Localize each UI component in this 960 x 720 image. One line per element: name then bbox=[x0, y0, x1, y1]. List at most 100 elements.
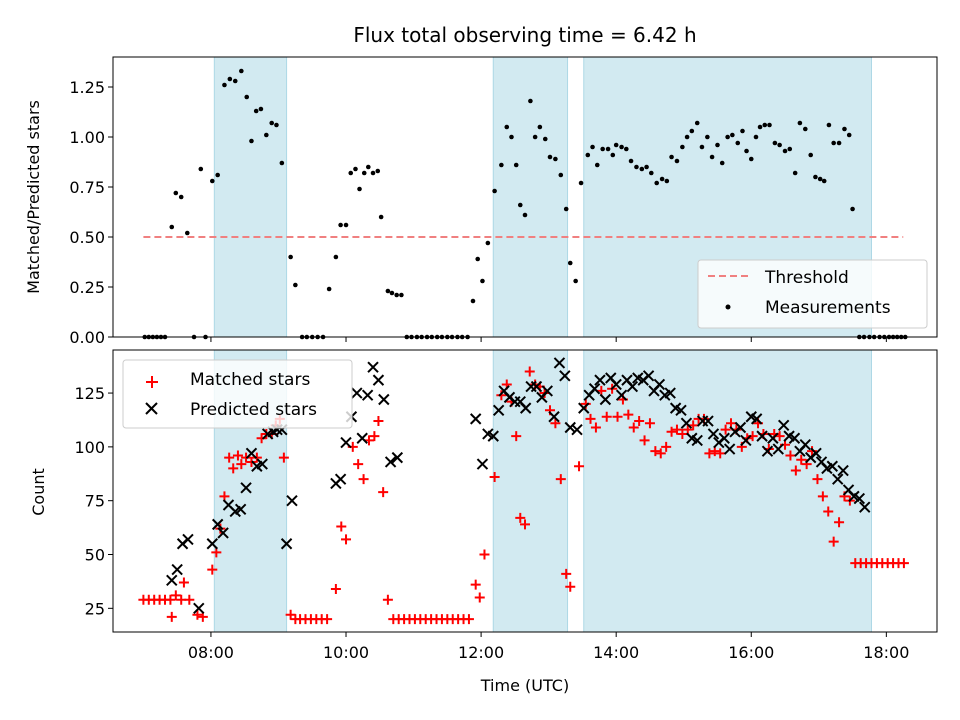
measurement-point bbox=[669, 154, 674, 160]
measurement-point bbox=[499, 162, 504, 168]
matched-star-point bbox=[378, 487, 389, 498]
predicted-star-point bbox=[680, 417, 693, 429]
matched-star-point bbox=[165, 594, 176, 605]
measurement-point bbox=[348, 170, 354, 176]
matched-star-point bbox=[671, 424, 682, 435]
matched-star-point bbox=[704, 448, 715, 459]
predicted-star-point bbox=[734, 421, 747, 434]
y-tick-label: 1.25 bbox=[69, 78, 105, 97]
measurement-point bbox=[762, 122, 768, 128]
measurement-point bbox=[831, 140, 836, 146]
measurement-point bbox=[258, 106, 264, 112]
measurement-point bbox=[826, 122, 832, 128]
predicted-star-point bbox=[211, 518, 224, 531]
measurement-point bbox=[389, 290, 395, 296]
measurement-point bbox=[537, 124, 543, 130]
measurement-point bbox=[563, 206, 569, 212]
measurement-point bbox=[370, 170, 376, 176]
top-y-axis-label: Matched/Predicted stars bbox=[24, 100, 43, 294]
measurement-point bbox=[378, 214, 384, 220]
measurement-point bbox=[619, 144, 624, 150]
predicted-star-point bbox=[391, 451, 404, 464]
measurement-point bbox=[522, 212, 528, 218]
matched-star-point bbox=[232, 450, 243, 461]
predicted-star-point bbox=[217, 527, 229, 539]
measurement-point bbox=[232, 78, 238, 84]
y-tick-label: 50 bbox=[85, 546, 105, 565]
legend-matched-swatch bbox=[146, 376, 158, 388]
predicted-star-point bbox=[334, 473, 347, 485]
measurement-point bbox=[740, 128, 745, 134]
matched-star-point bbox=[336, 521, 347, 532]
matched-star-point bbox=[585, 413, 596, 424]
bottom-legend: Matched stars Predicted stars bbox=[122, 359, 353, 429]
predicted-star-point bbox=[642, 370, 655, 382]
predicted-star-point bbox=[351, 387, 363, 399]
predicted-star-point bbox=[740, 434, 752, 447]
matched-star-point bbox=[677, 428, 688, 439]
predicted-star-point bbox=[245, 447, 258, 460]
measurement-point bbox=[528, 98, 533, 104]
measurement-point bbox=[513, 162, 519, 168]
matched-star-point bbox=[463, 614, 474, 625]
matched-star-point bbox=[650, 446, 661, 457]
measurement-point bbox=[578, 180, 584, 186]
matched-star-point bbox=[644, 418, 655, 429]
measurement-point bbox=[385, 288, 391, 294]
matched-star-point bbox=[790, 465, 801, 476]
measurement-point bbox=[842, 126, 847, 132]
legend-measurements-swatch bbox=[725, 304, 731, 310]
predicted-star-point bbox=[361, 389, 374, 401]
measurement-point bbox=[610, 152, 616, 158]
measurement-point bbox=[836, 140, 842, 146]
measurement-point bbox=[553, 156, 558, 162]
predicted-star-point bbox=[723, 443, 736, 455]
matched-star-point bbox=[215, 523, 226, 534]
x-axis-label: Time (UTC) bbox=[480, 676, 569, 695]
measurement-point bbox=[399, 292, 404, 298]
matched-star-point bbox=[565, 581, 576, 592]
predicted-star-point bbox=[626, 380, 639, 393]
predicted-star-point bbox=[372, 374, 385, 386]
measurement-point bbox=[680, 144, 685, 150]
measurement-point bbox=[375, 168, 381, 174]
top-plot-frame bbox=[112, 56, 938, 338]
legend-threshold-label: Threshold bbox=[764, 268, 849, 288]
top-legend: Threshold Measurements bbox=[697, 259, 928, 329]
measurement-point bbox=[628, 158, 634, 164]
matched-star-point bbox=[817, 491, 828, 502]
predicted-star-point bbox=[599, 393, 612, 406]
matched-star-point bbox=[207, 564, 218, 575]
measurement-point bbox=[585, 152, 591, 158]
legend-predicted-swatch bbox=[145, 402, 158, 415]
y-tick-label: 125 bbox=[74, 384, 105, 403]
matched-star-point bbox=[192, 609, 203, 620]
measurement-point bbox=[797, 120, 803, 126]
measurement-point bbox=[470, 298, 476, 304]
top-x-axis-ticks bbox=[210, 337, 887, 342]
matched-star-point bbox=[812, 474, 823, 485]
matched-star-points bbox=[138, 366, 909, 625]
measurement-point bbox=[573, 278, 578, 284]
bottom-plot-frame bbox=[112, 349, 938, 633]
predicted-star-point bbox=[761, 445, 774, 457]
predicted-star-point bbox=[378, 393, 390, 406]
measurement-point bbox=[357, 186, 362, 192]
bottom-y-axis-label: Count bbox=[29, 468, 48, 516]
matched-star-point bbox=[524, 366, 535, 377]
measurement-point bbox=[613, 142, 619, 148]
measurement-point bbox=[792, 170, 798, 176]
matched-star-point bbox=[330, 583, 341, 594]
measurement-point bbox=[684, 134, 690, 140]
predicted-star-point bbox=[767, 432, 779, 444]
matched-star-point bbox=[823, 506, 834, 517]
measurement-point bbox=[274, 122, 279, 128]
measurement-point bbox=[725, 134, 730, 140]
predicted-star-point bbox=[553, 357, 566, 369]
measurement-point bbox=[808, 152, 813, 158]
measurement-point bbox=[634, 164, 639, 170]
predicted-star-point bbox=[837, 464, 849, 477]
predicted-star-point bbox=[564, 421, 576, 434]
measurement-point bbox=[719, 160, 725, 166]
predicted-star-point bbox=[541, 385, 553, 397]
